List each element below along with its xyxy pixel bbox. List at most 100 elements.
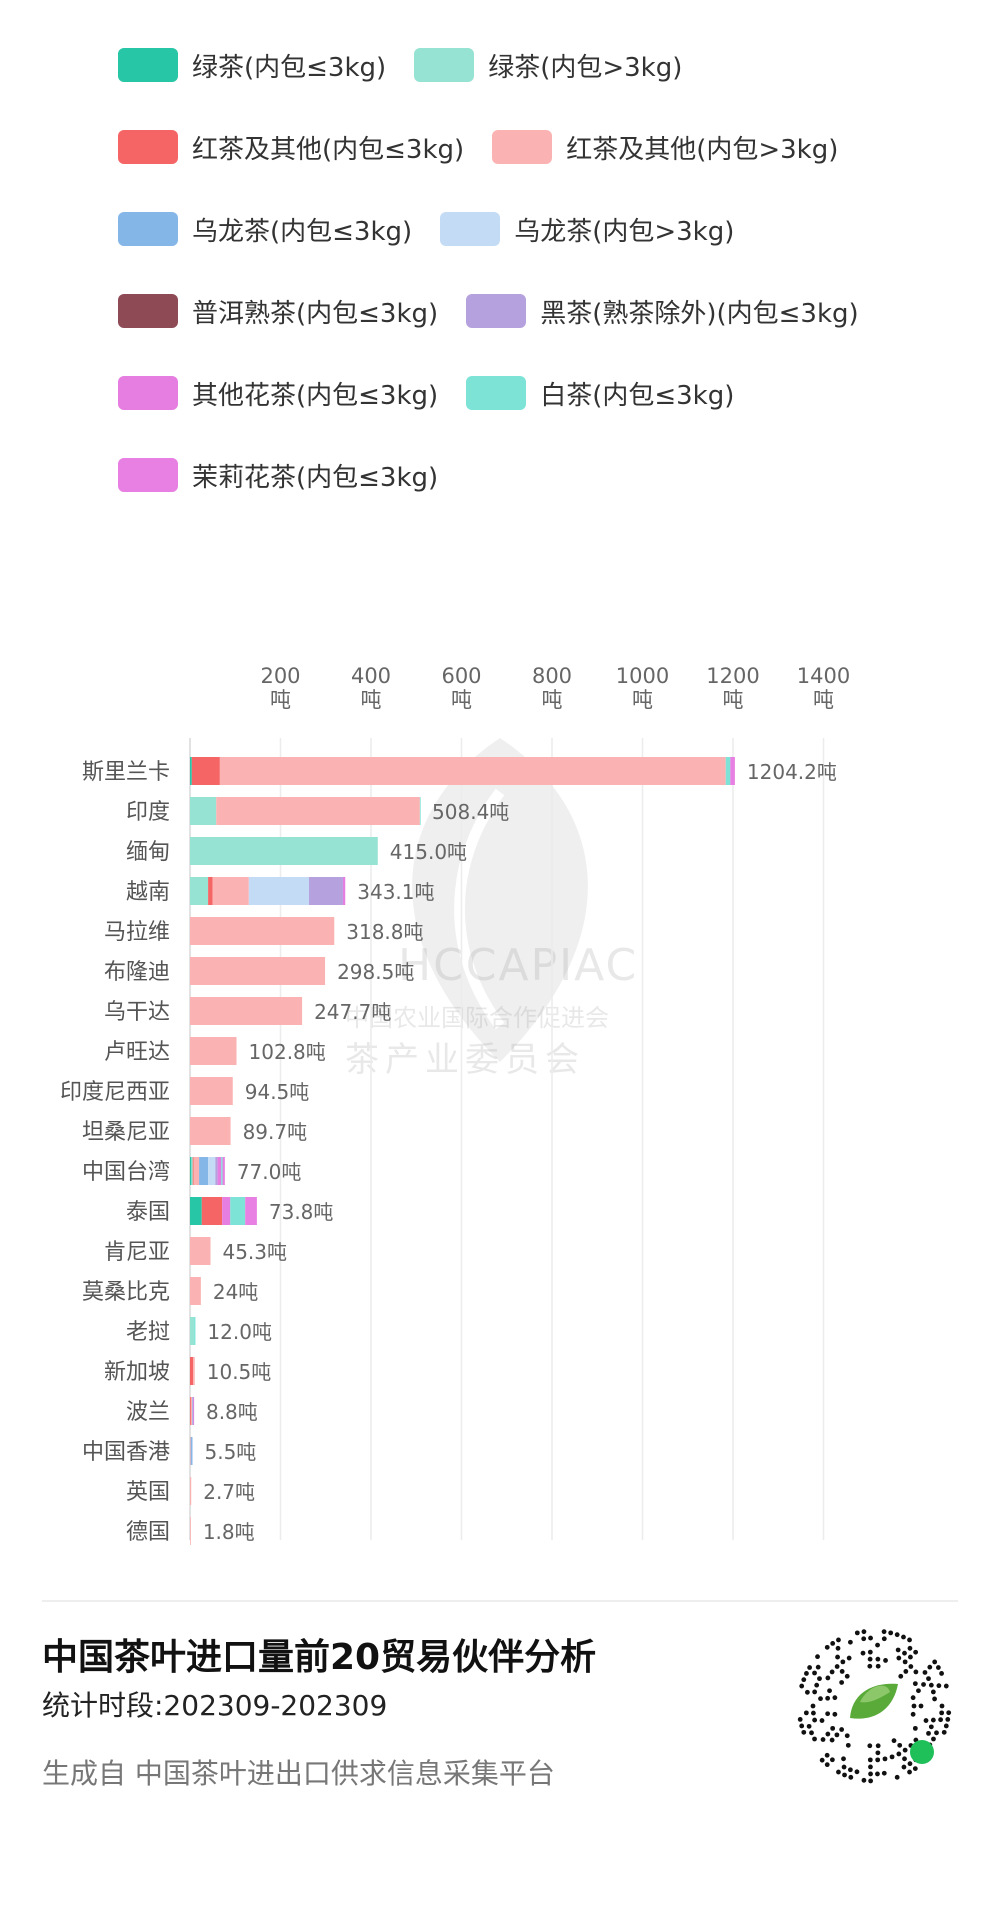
qr-dot <box>882 1756 888 1762</box>
legend: 绿茶(内包≤3kg) 绿茶(内包>3kg) 红茶及其他(内包≤3kg) 红茶及其他(内… <box>118 48 978 493</box>
qr-dot <box>807 1665 813 1670</box>
legend-item[interactable]: 其他花茶(内包≤3kg) <box>118 376 438 411</box>
qr-dot <box>912 1681 918 1687</box>
legend-item[interactable]: 乌龙茶(内包>3kg) <box>440 212 734 247</box>
mini-program-qr-code-icon[interactable] <box>790 1622 958 1790</box>
bar-segment <box>245 1197 257 1225</box>
legend-item[interactable]: 普洱熟茶(内包≤3kg) <box>118 294 439 329</box>
bar-segment <box>221 1157 223 1185</box>
bar-segment <box>215 1157 218 1185</box>
bar-segment <box>212 877 249 905</box>
qr-dot <box>881 1629 887 1635</box>
bar-segment <box>193 1357 195 1385</box>
bar-segment <box>190 1277 201 1305</box>
qr-dot <box>854 1769 860 1775</box>
qr-dot <box>835 1654 840 1660</box>
bar-segment <box>730 757 735 785</box>
bar-segment <box>190 1517 191 1545</box>
legend-label: 茉莉花茶(内包≤3kg) <box>192 462 439 493</box>
x-tick-label: 1400 吨 <box>797 664 850 712</box>
category-label: 斯里兰卡 <box>82 760 170 785</box>
category-label: 新加坡 <box>104 1360 170 1385</box>
bar-segment <box>190 1117 231 1145</box>
qr-dot <box>932 1696 937 1702</box>
bar-segment <box>190 877 209 905</box>
legend-item[interactable]: 绿茶(内包>3kg) <box>414 48 682 83</box>
total-label: 5.5吨 <box>204 1440 256 1464</box>
qr-dot <box>889 1754 895 1760</box>
category-label: 泰国 <box>126 1200 170 1225</box>
legend-label: 黑茶(熟茶除外)(内包≤3kg) <box>540 298 859 329</box>
legend-swatch <box>440 212 501 246</box>
qr-dot <box>943 1723 949 1729</box>
qr-dot <box>860 1650 866 1656</box>
legend-item[interactable]: 白茶(内包≤3kg) <box>466 376 734 411</box>
legend-item[interactable]: 红茶及其他(内包≤3kg) <box>118 130 464 165</box>
qr-dot <box>910 1695 916 1701</box>
legend-item[interactable]: 红茶及其他(内包>3kg) <box>492 130 838 165</box>
bar-segment <box>191 1157 193 1185</box>
bar-segment <box>725 757 731 785</box>
qr-dot <box>897 1742 903 1748</box>
qr-dot <box>910 1711 916 1717</box>
category-label: 坦桑尼亚 <box>82 1120 170 1145</box>
legend-swatch <box>118 294 178 328</box>
qr-dot <box>834 1664 840 1669</box>
legend-item[interactable]: 茉莉花茶(内包≤3kg) <box>118 458 439 493</box>
total-label: 247.7吨 <box>314 1000 391 1024</box>
qr-dot <box>812 1717 818 1723</box>
qr-dot <box>824 1752 830 1758</box>
qr-dot <box>943 1683 949 1689</box>
footer-period: 统计时段:202309-202309 <box>42 1689 388 1722</box>
qr-dot <box>797 1716 803 1722</box>
qr-dot <box>841 1756 846 1762</box>
qr-dot <box>836 1769 841 1775</box>
legend-swatch <box>492 130 553 164</box>
qr-dot <box>911 1703 917 1709</box>
category-label: 波兰 <box>126 1400 170 1425</box>
qr-dot <box>907 1761 913 1767</box>
qr-dot <box>922 1670 928 1675</box>
qr-dot <box>811 1710 816 1716</box>
legend-item[interactable]: 黑茶(熟茶除外)(内包≤3kg) <box>466 294 859 329</box>
qr-dot <box>896 1655 902 1661</box>
bar-segment <box>190 997 303 1025</box>
qr-dot <box>810 1703 816 1709</box>
qr-dot <box>930 1717 936 1723</box>
qr-dot <box>903 1669 909 1674</box>
qr-dot <box>913 1649 919 1655</box>
qr-dot <box>891 1738 897 1744</box>
mini-program-badge-icon <box>910 1740 934 1764</box>
legend-item[interactable]: 绿茶(内包≤3kg) <box>118 48 386 83</box>
bar-segment <box>190 1077 233 1105</box>
bar-segment <box>230 1197 246 1225</box>
qr-dot <box>881 1636 887 1642</box>
legend-item[interactable]: 乌龙茶(内包≤3kg) <box>118 212 412 247</box>
qr-dot <box>812 1736 817 1742</box>
qr-dot <box>875 1771 880 1777</box>
qr-dot <box>875 1750 881 1756</box>
qr-dot <box>799 1723 805 1729</box>
bar-segment <box>190 1237 211 1265</box>
bar-segment <box>190 1397 193 1425</box>
x-tick-label: 800 吨 <box>532 664 572 712</box>
total-label: 73.8吨 <box>269 1200 334 1224</box>
qr-dot <box>809 1730 814 1736</box>
qr-dot <box>845 1742 851 1748</box>
qr-dot <box>820 1737 826 1742</box>
qr-dot <box>841 1764 847 1770</box>
qr-dot <box>932 1659 938 1665</box>
qr-dot <box>829 1737 835 1743</box>
total-label: 1.8吨 <box>203 1520 255 1544</box>
bar-segment <box>342 877 346 905</box>
bar-segment <box>190 1157 192 1185</box>
bar-segment <box>201 1197 223 1225</box>
qr-dot <box>815 1654 820 1660</box>
bar-segment <box>208 877 213 905</box>
bar-segment <box>190 837 378 865</box>
qr-dot <box>812 1670 817 1676</box>
qr-dot <box>945 1716 951 1722</box>
legend-label: 普洱熟茶(内包≤3kg) <box>192 298 439 329</box>
qr-dot <box>907 1769 912 1775</box>
